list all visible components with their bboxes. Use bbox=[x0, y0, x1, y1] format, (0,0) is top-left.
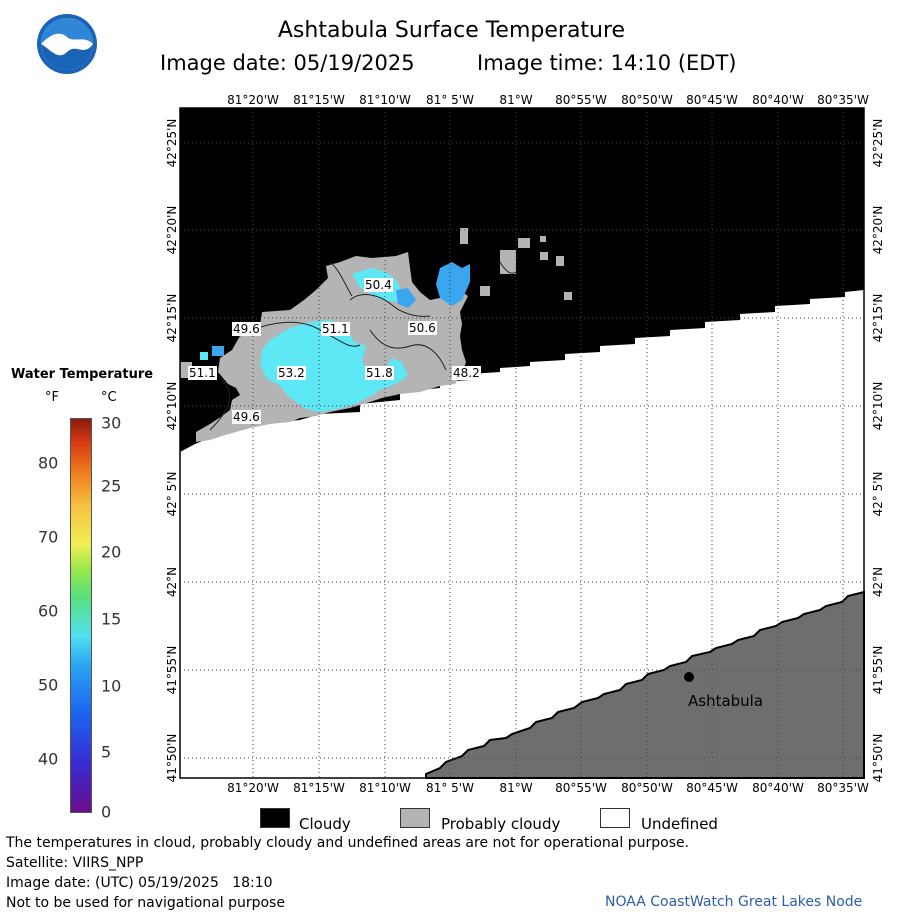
lon-label-top: 80°45'W bbox=[686, 93, 738, 107]
temperature-label: 49.6 bbox=[232, 322, 261, 336]
lat-label-right: 42°N bbox=[871, 566, 885, 598]
water-patch-blue bbox=[396, 288, 416, 308]
land-area bbox=[425, 590, 865, 779]
map-frame bbox=[179, 107, 865, 779]
celsius-tick: 30 bbox=[101, 413, 122, 433]
celsius-tick: 20 bbox=[101, 542, 122, 562]
unit-fahrenheit: °F bbox=[45, 390, 59, 405]
temperature-label: 53.2 bbox=[277, 366, 306, 380]
cloud-pixel bbox=[480, 286, 490, 296]
temperature-label: 50.4 bbox=[364, 278, 393, 292]
temperature-label: 51.1 bbox=[321, 322, 350, 336]
lat-label-left: 41°55'N bbox=[165, 645, 179, 695]
disclaimer-text: The temperatures in cloud, probably clou… bbox=[6, 835, 690, 851]
svg-text:NOAA: NOAA bbox=[53, 39, 82, 49]
city-label: Ashtabula bbox=[688, 692, 764, 710]
lat-label-right: 42° 5'N bbox=[871, 471, 885, 517]
cloud-pixel bbox=[564, 292, 572, 300]
unit-celsius: °C bbox=[101, 390, 117, 405]
lon-label-bottom: 80°40'W bbox=[752, 781, 804, 795]
lat-label-right: 41°55'N bbox=[871, 645, 885, 695]
utc-date-text: Image date: (UTC) 05/19/2025 18:10 bbox=[6, 875, 273, 891]
legend-swatch-undefined bbox=[600, 808, 630, 828]
celsius-tick: 5 bbox=[101, 742, 112, 762]
lat-label-left: 42°N bbox=[165, 566, 179, 598]
water-patch-main bbox=[260, 320, 408, 412]
lon-label-bottom: 80°55'W bbox=[555, 781, 607, 795]
navigation-warning: Not to be used for navigational purpose bbox=[6, 895, 285, 911]
lon-label-bottom: 81°15'W bbox=[293, 781, 345, 795]
legend-label-cloudy: Cloudy bbox=[299, 815, 351, 833]
legend-swatch-cloudy bbox=[260, 808, 290, 828]
legend-label-undefined: Undefined bbox=[641, 815, 718, 833]
credit-text: NOAA CoastWatch Great Lakes Node bbox=[605, 894, 863, 910]
celsius-tick: 25 bbox=[101, 476, 122, 496]
lon-label-top: 81°W bbox=[499, 93, 533, 107]
lat-label-right: 42°15'N bbox=[871, 293, 885, 343]
noaa-logo: NOAA bbox=[37, 14, 97, 74]
lon-label-top: 80°50'W bbox=[621, 93, 673, 107]
lat-label-right: 42°25'N bbox=[871, 118, 885, 168]
fahrenheit-tick: 70 bbox=[38, 527, 59, 547]
lon-label-bottom: 81°20'W bbox=[227, 781, 279, 795]
fahrenheit-tick: 50 bbox=[38, 675, 59, 695]
legend-title: Water Temperature bbox=[11, 367, 154, 382]
cloud-pixel bbox=[460, 228, 468, 244]
lat-label-left: 42°15'N bbox=[165, 293, 179, 343]
lat-label-right: 42°10'N bbox=[871, 381, 885, 431]
lon-label-top: 81°10'W bbox=[359, 93, 411, 107]
map-title: Ashtabula Surface Temperature bbox=[277, 18, 626, 43]
celsius-tick: 15 bbox=[101, 609, 122, 629]
legend-swatch-probably-cloudy bbox=[400, 808, 430, 828]
lon-label-bottom: 81° 5'W bbox=[426, 781, 474, 795]
lon-label-bottom: 80°50'W bbox=[621, 781, 673, 795]
lat-label-left: 42°25'N bbox=[165, 118, 179, 168]
temperature-colorbar bbox=[70, 418, 92, 813]
city-marker bbox=[684, 672, 694, 682]
temperature-label: 51.8 bbox=[365, 366, 394, 380]
water-patch-east bbox=[436, 262, 470, 306]
lat-label-left: 42° 5'N bbox=[165, 471, 179, 517]
lat-label-left: 42°10'N bbox=[165, 381, 179, 431]
image-date: Image date: 05/19/2025 bbox=[160, 51, 415, 75]
lat-label-right: 41°50'N bbox=[871, 733, 885, 783]
temperature-label: 49.6 bbox=[232, 410, 261, 424]
lon-label-top: 81° 5'W bbox=[426, 93, 474, 107]
water-pixel bbox=[200, 352, 208, 360]
lon-label-top: 80°35'W bbox=[817, 93, 869, 107]
satellite-text: Satellite: VIIRS_NPP bbox=[6, 855, 144, 871]
temperature-label: 51.1 bbox=[188, 366, 217, 380]
cloud-pixel bbox=[518, 238, 530, 248]
cloud-pixel bbox=[540, 236, 546, 242]
lon-label-top: 80°40'W bbox=[752, 93, 804, 107]
lon-label-top: 81°15'W bbox=[293, 93, 345, 107]
lon-label-bottom: 81°10'W bbox=[359, 781, 411, 795]
lat-label-left: 41°50'N bbox=[165, 733, 179, 783]
cloud-pixel bbox=[556, 256, 564, 266]
fahrenheit-tick: 60 bbox=[38, 601, 59, 621]
isotherms bbox=[209, 261, 517, 431]
fahrenheit-tick: 40 bbox=[38, 749, 59, 769]
lon-label-bottom: 80°45'W bbox=[686, 781, 738, 795]
temperature-label: 50.6 bbox=[408, 321, 437, 335]
water-pixel bbox=[212, 346, 224, 356]
lat-label-right: 42°20'N bbox=[871, 205, 885, 255]
lon-label-bottom: 81°W bbox=[499, 781, 533, 795]
image-time: Image time: 14:10 (EDT) bbox=[477, 51, 737, 75]
lon-label-top: 81°20'W bbox=[227, 93, 279, 107]
lon-label-bottom: 80°35'W bbox=[817, 781, 869, 795]
cloud-pixel bbox=[500, 250, 516, 274]
celsius-tick: 10 bbox=[101, 676, 122, 696]
fahrenheit-tick: 80 bbox=[38, 453, 59, 473]
cloud-pixel bbox=[540, 252, 548, 260]
celsius-tick: 0 bbox=[101, 802, 112, 822]
lat-label-left: 42°20'N bbox=[165, 205, 179, 255]
legend-label-probably-cloudy: Probably cloudy bbox=[441, 815, 561, 833]
lon-label-top: 80°55'W bbox=[555, 93, 607, 107]
temperature-label: 48.2 bbox=[452, 366, 481, 380]
